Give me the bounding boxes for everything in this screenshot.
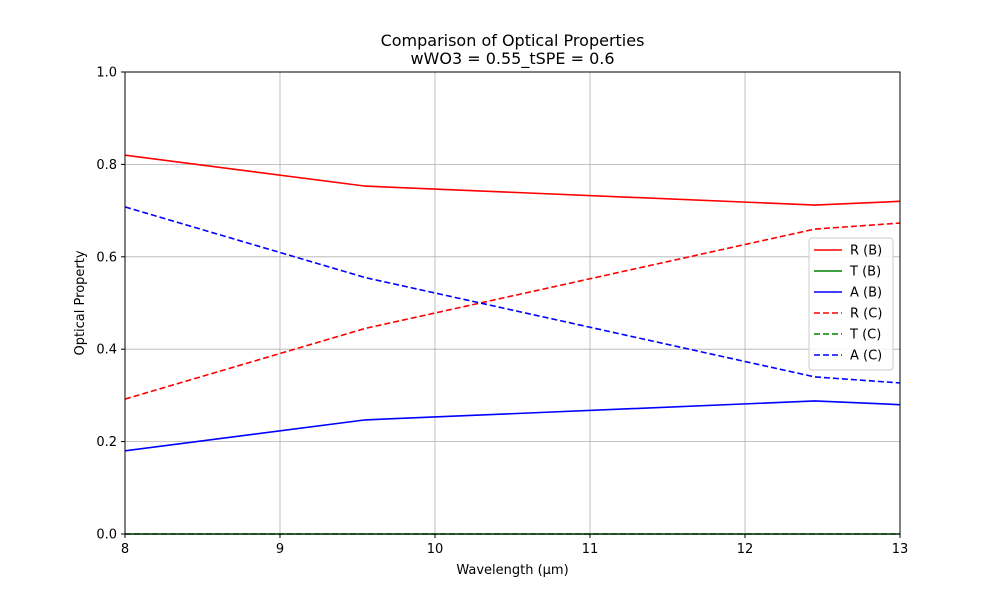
- x-tick-label: 9: [276, 542, 284, 557]
- x-axis: 8 9 10 11 12 13: [121, 534, 908, 557]
- chart-subtitle: wWO3 = 0.55_tSPE = 0.6: [410, 49, 614, 69]
- y-axis-label: Optical Property: [73, 250, 88, 355]
- legend-label-4: T (C): [849, 328, 881, 343]
- y-tick-label: 0.2: [96, 435, 117, 450]
- legend-label-3: R (C): [850, 307, 882, 322]
- x-axis-label: Wavelength (µm): [456, 563, 568, 578]
- legend-label-2: A (B): [850, 286, 882, 301]
- y-tick-label: 0.4: [96, 343, 117, 358]
- legend-label-5: A (C): [850, 349, 882, 364]
- x-tick-label: 10: [427, 542, 444, 557]
- legend-label-1: T (B): [849, 265, 881, 280]
- y-tick-label: 1.0: [96, 66, 117, 81]
- x-tick-label: 12: [737, 542, 754, 557]
- y-tick-label: 0.6: [96, 250, 117, 265]
- y-tick-label: 0.0: [96, 528, 117, 543]
- x-tick-label: 11: [582, 542, 599, 557]
- series-line-5: [124, 206, 901, 384]
- legend: R (B) T (B) A (B) R (C) T (C) A (C): [808, 237, 894, 371]
- x-tick-label: 8: [121, 542, 129, 557]
- chart-title: Comparison of Optical Properties: [381, 31, 645, 50]
- series-line-3: [124, 222, 901, 400]
- legend-label-0: R (B): [850, 244, 882, 259]
- series-line-0: [124, 154, 901, 206]
- series-line-2: [124, 400, 901, 452]
- x-tick-label: 13: [892, 542, 909, 557]
- plot-frame: [124, 71, 901, 535]
- y-axis: 0.0 0.2 0.4 0.6 0.8 1.0: [96, 66, 125, 543]
- y-tick-label: 0.8: [96, 158, 117, 173]
